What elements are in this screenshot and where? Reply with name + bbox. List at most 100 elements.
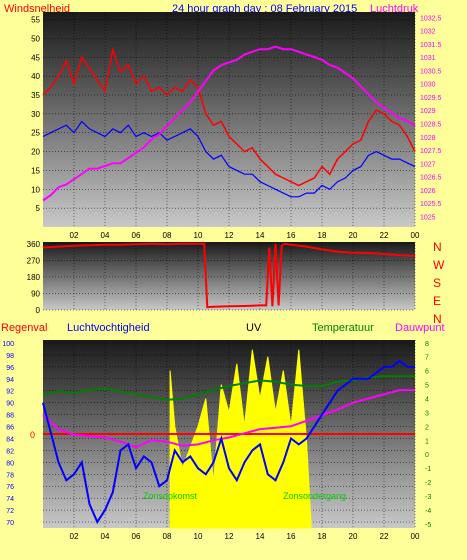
humidity-tick-label: 72 <box>6 508 14 515</box>
humidity-tick-label: 100 <box>2 341 14 348</box>
humidity-tick-label: 76 <box>6 484 14 491</box>
rain-label: Regenval <box>1 322 47 334</box>
temperature-label: Temperatuur <box>312 322 374 334</box>
humidity-axis: 70 72 74 76 78 80 82 84 86 88 90 92 94 96 98 100 <box>2 341 14 527</box>
pressure-tick-label: 1028.5 <box>420 121 442 128</box>
pressure-tick-label: 1026.5 <box>420 175 442 182</box>
pressure-tick-label: 1025 <box>420 214 436 221</box>
temperature-tick-label: 5 <box>425 383 429 390</box>
humidity-label: Luchtvochtigheid <box>67 322 150 334</box>
temperature-tick-label: 8 <box>425 341 429 348</box>
pressure-tick-label: 1026 <box>420 188 436 195</box>
x-tick-label: 00 <box>411 231 420 240</box>
humidity-tick-label: 86 <box>6 425 14 432</box>
x-tick-label: 22 <box>380 231 389 240</box>
temperature-tick-label: -5 <box>425 522 431 529</box>
pressure-tick-label: 1031.5 <box>420 42 442 49</box>
wind-panel-grid <box>43 12 416 227</box>
humidity-tick-label: 74 <box>6 496 14 503</box>
humidity-tick-label: 70 <box>6 520 14 527</box>
pressure-tick-label: 1027.5 <box>420 148 442 155</box>
wind-tick-label: 50 <box>31 34 40 43</box>
humidity-tick-label: 94 <box>6 377 14 384</box>
humidity-tick-label: 82 <box>6 448 14 455</box>
humidity-tick-label: 84 <box>6 436 14 443</box>
x-tick-label: 02 <box>70 532 79 541</box>
wind-tick-label: 55 <box>31 16 40 25</box>
pressure-tick-label: 1030 <box>420 82 436 89</box>
compass-label: E <box>433 294 441 308</box>
direction-tick-label: 180 <box>27 273 41 282</box>
humidity-tick-label: 88 <box>6 413 14 420</box>
wind-tick-label: 20 <box>31 148 40 157</box>
pressure-axis: 1025 1025.5 1026 1026.5 1027 1027.5 1028 1028.5… <box>420 15 442 221</box>
temperature-tick-label: 1 <box>425 438 429 445</box>
humidity-tick-label: 96 <box>6 365 14 372</box>
compass-label: W <box>433 258 445 272</box>
humidity-tick-label: 78 <box>6 472 14 479</box>
wind-tick-label: 45 <box>31 53 40 62</box>
temperature-tick-label: 6 <box>425 369 429 376</box>
humidity-line <box>42 359 415 525</box>
direction-tick-label: 0 <box>36 306 41 315</box>
wind-tick-label: 35 <box>31 91 40 100</box>
direction-tick-label: 270 <box>27 256 41 265</box>
humidity-tick-label: 92 <box>6 389 14 396</box>
direction-tick-label: 360 <box>27 240 41 249</box>
temperature-tick-label: 7 <box>425 355 429 362</box>
x-tick-label: 20 <box>349 231 358 240</box>
x-tick-label: 02 <box>70 231 79 240</box>
temperature-tick-label: 4 <box>425 396 429 403</box>
x-tick-label: 12 <box>225 231 234 240</box>
x-tick-label: 04 <box>101 231 110 240</box>
temperature-tick-label: 2 <box>425 424 429 431</box>
compass-label: N <box>433 240 442 254</box>
pressure-tick-label: 1030.5 <box>420 68 442 75</box>
dewpoint-label: Dauwpunt <box>395 322 445 334</box>
wind-tick-label: 40 <box>31 72 40 81</box>
temperature-tick-label: 0 <box>425 452 429 459</box>
time-axis-top: 02 04 06 08 10 12 14 16 18 20 22 00 <box>70 231 420 240</box>
humidity-tick-label: 90 <box>6 401 14 408</box>
humidity-tick-label: 98 <box>6 353 14 360</box>
x-tick-label: 18 <box>318 231 327 240</box>
temperature-line <box>42 375 415 401</box>
temperature-tick-label: -1 <box>425 466 431 473</box>
x-tick-label: 04 <box>101 532 110 541</box>
x-tick-label: 16 <box>287 231 296 240</box>
humidity-tick-label: 80 <box>6 460 14 467</box>
temperature-tick-label: -2 <box>425 480 431 487</box>
x-tick-label: 14 <box>256 231 265 240</box>
wind-average-line <box>42 120 416 198</box>
wind-tick-label: 10 <box>31 185 40 194</box>
x-tick-label: 00 <box>411 532 420 541</box>
x-tick-label: 14 <box>256 532 265 541</box>
direction-tick-label: 90 <box>31 289 40 298</box>
pressure-tick-label: 1032.5 <box>420 15 442 22</box>
wind-panel-bg <box>43 12 415 227</box>
pressure-tick-label: 1028 <box>420 135 436 142</box>
x-tick-label: 08 <box>163 532 172 541</box>
compass-label: S <box>433 276 441 290</box>
compass-label: N <box>433 312 442 326</box>
x-tick-label: 10 <box>194 532 203 541</box>
wind-tick-label: 30 <box>31 110 40 119</box>
temperature-tick-label: 3 <box>425 410 429 417</box>
pressure-tick-label: 1029 <box>420 108 436 115</box>
x-tick-label: 08 <box>163 231 172 240</box>
wind-gust-line <box>42 46 416 187</box>
x-tick-label: 20 <box>349 532 358 541</box>
rain-zero-label: 0 <box>30 430 35 440</box>
x-tick-label: 22 <box>380 532 389 541</box>
temperature-tick-label: -3 <box>425 494 431 501</box>
direction-axis: 0 90 180 270 360 <box>27 240 41 315</box>
temperature-axis: -5 -4 -3 -2 -1 0 1 2 3 4 5 6 7 8 <box>425 341 431 529</box>
pressure-tick-label: 1025.5 <box>420 201 442 208</box>
x-tick-label: 10 <box>194 231 203 240</box>
pressure-line <box>42 45 416 202</box>
wind-tick-label: 25 <box>31 129 40 138</box>
wind-tick-label: 5 <box>36 204 41 213</box>
